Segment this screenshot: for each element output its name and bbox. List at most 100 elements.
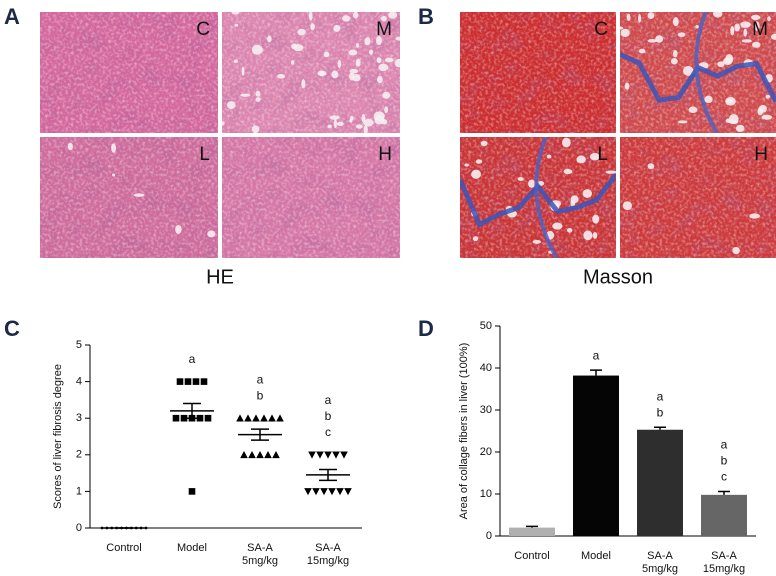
vacuole [355,58,361,67]
significance-letter: a [721,438,728,452]
vacuole [655,35,664,43]
vacuole [337,59,342,69]
vacuole [384,106,389,113]
vacuole [388,12,398,19]
vacuole [363,125,368,133]
vacuole [695,24,699,29]
data-point [268,414,276,422]
panel-label: C [4,316,20,341]
tile-label: M [752,19,768,40]
error-bar [718,490,730,495]
vacuole [207,230,216,238]
vacuole [241,66,245,76]
histology-image [40,12,218,133]
vacuole [111,143,117,153]
data-point [176,378,184,385]
vacuole [732,246,740,255]
vacuole [583,230,593,241]
vacuole [251,125,260,133]
histology-image [620,12,776,133]
vacuole [333,118,337,129]
vacuole [348,49,358,56]
vacuole [589,152,600,161]
vacuole [546,154,552,159]
x-tick-label: SA-A 15mg/kg [703,550,745,575]
vacuole [528,179,536,188]
vacuole [626,13,631,22]
fibrosis-septum [694,12,719,133]
y-tick-label: 40 [480,362,492,374]
y-tick-label: 0 [76,522,82,534]
error-bar [183,402,201,419]
vacuole [605,170,616,174]
data-point [332,451,340,459]
data-point [264,451,272,459]
histology-image [40,137,218,258]
histology-image [222,137,400,258]
vacuole [552,222,563,230]
vacuole [672,16,679,27]
vacuole [563,168,573,175]
significance-letter: c [721,470,727,484]
vacuole [231,12,240,15]
y-axis-label: Area of collage fibers in liver (100%) [458,343,470,520]
texture [222,137,400,258]
vacuole [677,32,686,37]
histology-image [460,137,616,258]
vacuole [767,16,771,22]
y-tick-label: 3 [76,412,82,424]
vacuole [133,193,145,197]
stain-label: HE [206,266,234,288]
vacuole [376,35,383,46]
texture [40,137,218,258]
vacuole [678,120,688,124]
texture [40,12,218,133]
panel-label: A [4,4,20,29]
x-tick-label: SA-A 5mg/kg [642,550,678,575]
data-point [336,488,344,496]
y-tick-label: 5 [76,339,82,351]
significance-letter: a [189,352,196,366]
significance-letter: a [593,348,600,362]
vacuole [717,61,725,68]
y-tick-label: 50 [480,320,492,332]
vacuole [622,201,632,211]
vacuole [638,13,642,23]
vacuole [704,95,713,104]
data-point [200,378,208,385]
vacuole [567,227,573,233]
data-point [316,451,324,459]
vacuole [384,57,394,63]
vacuole [255,90,261,97]
x-tick-label: Control [106,542,141,554]
vacuole [730,25,735,36]
data-point [260,414,268,422]
y-tick-label: 20 [480,446,492,458]
vacuole [394,58,400,68]
vacuole [112,173,116,177]
tile-label: L [597,144,608,165]
data-point [184,378,192,385]
vacuole [647,12,655,20]
vacuole [301,79,306,89]
vacuole [327,124,332,129]
vacuole [373,111,385,122]
vacuole [647,163,655,170]
vacuole [355,42,360,48]
x-tick-label: SA-A 15mg/kg [307,542,349,567]
vacuole [222,121,225,126]
data-point [172,414,180,422]
panel-label: D [418,316,434,341]
bar [573,375,619,536]
vacuole [352,73,361,82]
vacuole [227,101,236,110]
data-point [344,488,352,496]
vacuole [754,21,760,31]
data-point [204,414,212,422]
significance-letter: b [657,405,664,419]
significance-letter: b [325,409,332,423]
vacuole [310,23,315,31]
histology-image [222,12,400,133]
data-point [324,451,332,459]
